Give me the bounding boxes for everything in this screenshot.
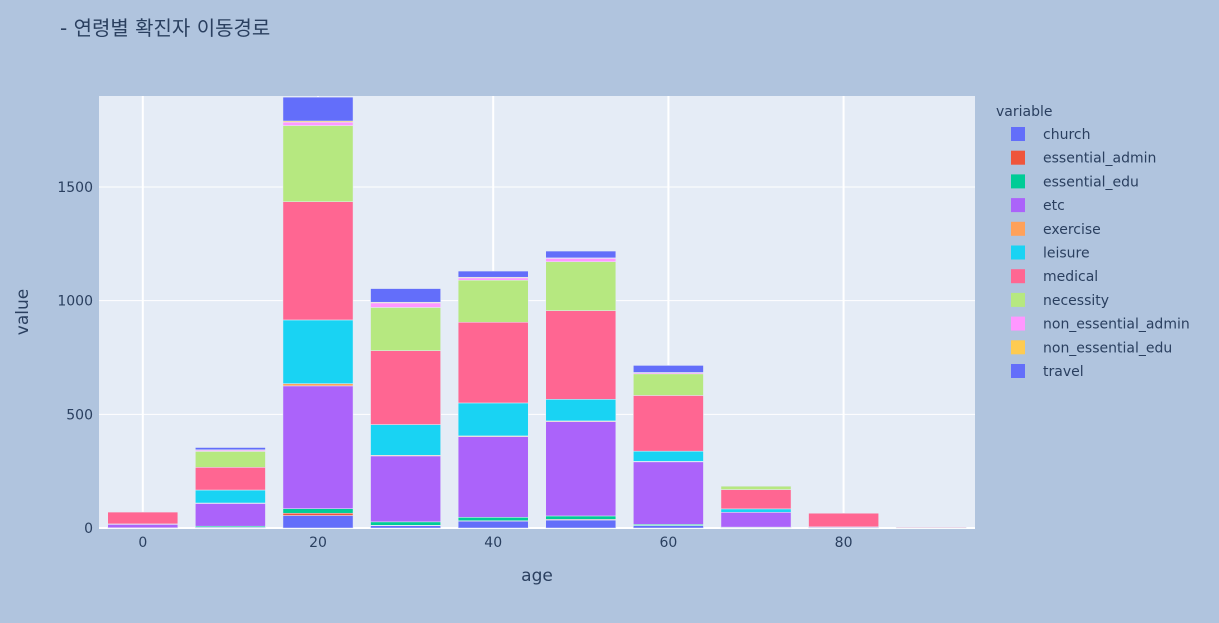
legend-label-church[interactable]: church <box>1043 127 1090 143</box>
bar-segment-essential_edu[interactable] <box>282 508 354 514</box>
bar-segment-medical[interactable] <box>720 489 792 510</box>
bar-segment-travel[interactable] <box>195 447 266 451</box>
legend-swatch-exercise[interactable] <box>1011 221 1025 236</box>
bar-segment-medical[interactable] <box>545 310 617 400</box>
bar-segment-necessity[interactable] <box>282 125 354 202</box>
bar-segment-exercise[interactable] <box>282 383 354 387</box>
bar-segment-church[interactable] <box>545 519 617 529</box>
x-tick-label: 60 <box>659 535 677 551</box>
bar-segment-medical[interactable] <box>370 350 441 425</box>
x-tick-label: 80 <box>835 535 853 551</box>
bar-segment-medical[interactable] <box>457 321 529 404</box>
legend-label-essential_edu[interactable]: essential_edu <box>1043 174 1139 190</box>
chart-title: - 연령별 확진자 이동경로 <box>60 16 271 40</box>
bar-segment-necessity[interactable] <box>370 307 441 351</box>
legend-label-non_essential_admin[interactable]: non_essential_admin <box>1043 317 1190 333</box>
bar-segment-etc[interactable] <box>195 503 266 527</box>
bar-segment-church[interactable] <box>457 520 529 529</box>
x-tick-label: 40 <box>484 535 502 551</box>
legend-swatch-essential_edu[interactable] <box>1011 174 1025 189</box>
bar-segment-leisure[interactable] <box>633 450 704 462</box>
bar-segment-non_essential_admin[interactable] <box>457 277 529 281</box>
x-axis-title: age <box>521 566 553 586</box>
bar-segment-essential_admin[interactable] <box>282 512 354 516</box>
legend-swatch-travel[interactable] <box>1011 364 1025 378</box>
bar-segment-essential_edu[interactable] <box>545 515 617 520</box>
bar-segment-leisure[interactable] <box>195 489 266 504</box>
bar-segment-etc[interactable] <box>370 455 441 523</box>
bar-segment-travel[interactable] <box>457 270 529 278</box>
bar-segment-travel[interactable] <box>282 96 354 122</box>
bar-segment-leisure[interactable] <box>370 424 441 456</box>
bar-segment-church[interactable] <box>370 525 441 529</box>
y-tick-label: 0 <box>84 521 93 537</box>
legend-label-necessity[interactable]: necessity <box>1043 293 1109 309</box>
legend-label-etc[interactable]: etc <box>1043 198 1065 214</box>
bar-segment-non_essential_admin[interactable] <box>545 258 617 263</box>
x-axis-ticks: 0 20 40 60 80 <box>138 535 852 551</box>
bar-segment-leisure[interactable] <box>545 399 617 422</box>
bar-segment-medical[interactable] <box>195 467 266 491</box>
bar-segment-non_essential_admin[interactable] <box>370 302 441 308</box>
bar-segment-etc[interactable] <box>282 385 354 509</box>
legend-swatch-etc[interactable] <box>1011 198 1025 213</box>
bar-segment-necessity[interactable] <box>545 261 617 311</box>
bar-segment-essential_edu[interactable] <box>457 517 529 521</box>
legend-label-travel[interactable]: travel <box>1043 364 1084 380</box>
bar-segment-etc[interactable] <box>545 421 617 517</box>
bar-segment-necessity[interactable] <box>720 485 792 490</box>
legend-label-non_essential_edu[interactable]: non_essential_edu <box>1043 340 1172 356</box>
x-tick-label: 0 <box>138 535 147 551</box>
bar-segment-essential_edu[interactable] <box>370 521 441 526</box>
legend-label-leisure[interactable]: leisure <box>1043 246 1090 262</box>
bar-segment-medical[interactable] <box>107 511 179 525</box>
y-tick-label: 1000 <box>57 294 93 310</box>
bar-segment-medical[interactable] <box>633 395 704 452</box>
legend-swatch-necessity[interactable] <box>1011 292 1025 307</box>
bar-segment-etc[interactable] <box>457 436 529 518</box>
legend-swatch-essential_admin[interactable] <box>1011 150 1025 165</box>
bar-segment-medical[interactable] <box>808 512 879 528</box>
bars <box>107 96 967 529</box>
bar-segment-travel[interactable] <box>545 250 617 259</box>
bar-segment-non_essential_admin[interactable] <box>282 121 354 126</box>
y-tick-label: 1500 <box>57 180 93 196</box>
bar-segment-necessity[interactable] <box>195 451 266 468</box>
y-axis-ticks: 0 500 1000 1500 <box>57 180 93 537</box>
bar-segment-necessity[interactable] <box>457 279 529 323</box>
bar-segment-leisure[interactable] <box>282 319 354 384</box>
legend-label-essential_admin[interactable]: essential_admin <box>1043 151 1156 167</box>
bar-segment-etc[interactable] <box>633 461 704 525</box>
legend-label-medical[interactable]: medical <box>1043 269 1098 285</box>
legend-swatch-medical[interactable] <box>1011 269 1025 284</box>
bar-segment-church[interactable] <box>633 525 704 529</box>
bar-segment-leisure[interactable] <box>720 508 792 513</box>
legend: variable church essential_admin essential_… <box>996 104 1190 380</box>
x-tick-label: 20 <box>309 535 327 551</box>
bar-segment-church[interactable] <box>282 515 354 529</box>
y-tick-label: 500 <box>66 407 93 423</box>
legend-swatch-leisure[interactable] <box>1011 245 1025 260</box>
legend-label-exercise[interactable]: exercise <box>1043 222 1101 238</box>
bar-segment-medical[interactable] <box>282 201 354 321</box>
bar-segment-travel[interactable] <box>370 288 441 303</box>
legend-swatch-church[interactable] <box>1011 127 1025 141</box>
bar-segment-etc[interactable] <box>720 512 792 528</box>
legend-swatch-non_essential_admin[interactable] <box>1011 316 1025 331</box>
bar-segment-etc[interactable] <box>107 524 179 529</box>
y-axis-title: value <box>13 289 33 335</box>
legend-title: variable <box>996 104 1052 120</box>
bar-segment-leisure[interactable] <box>457 402 529 437</box>
legend-swatch-non_essential_edu[interactable] <box>1011 340 1025 355</box>
bar-segment-necessity[interactable] <box>633 373 704 396</box>
bar-segment-medical[interactable] <box>895 526 967 529</box>
bar-segment-travel[interactable] <box>633 365 704 373</box>
